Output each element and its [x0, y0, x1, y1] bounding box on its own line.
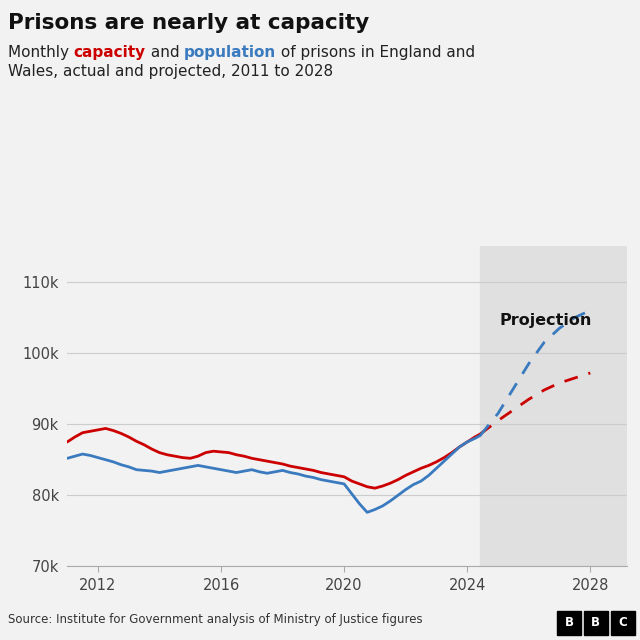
Text: B: B: [591, 616, 600, 629]
Text: B: B: [564, 616, 573, 629]
Text: Projection: Projection: [499, 313, 592, 328]
Text: of prisons in England and: of prisons in England and: [276, 45, 476, 60]
Text: capacity: capacity: [74, 45, 146, 60]
Text: Wales, actual and projected, 2011 to 2028: Wales, actual and projected, 2011 to 202…: [8, 64, 333, 79]
Text: Monthly: Monthly: [8, 45, 74, 60]
Bar: [480, 246, 627, 566]
Text: C: C: [618, 616, 627, 629]
Text: Source: Institute for Government analysis of Ministry of Justice figures: Source: Institute for Government analysi…: [8, 613, 422, 626]
Text: and: and: [146, 45, 184, 60]
Text: population: population: [184, 45, 276, 60]
Text: Prisons are nearly at capacity: Prisons are nearly at capacity: [8, 13, 369, 33]
